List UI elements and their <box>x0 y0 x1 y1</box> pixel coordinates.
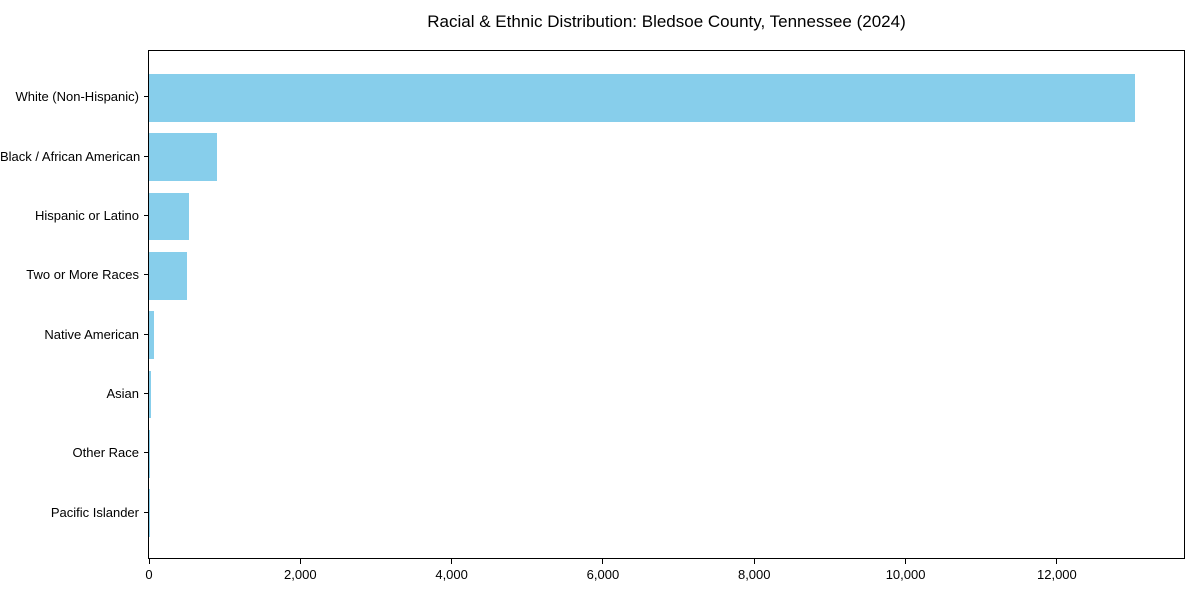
x-tick-mark <box>148 559 150 564</box>
y-tick-mark <box>144 215 148 216</box>
x-tick-label: 10,000 <box>885 567 926 582</box>
category-label: Other Race <box>72 445 139 461</box>
plot-area <box>148 50 1185 559</box>
chart-title: Racial & Ethnic Distribution: Bledsoe Co… <box>427 12 906 31</box>
y-tick-mark <box>144 96 148 98</box>
bar <box>149 252 188 300</box>
x-tick-mark <box>1056 559 1058 564</box>
x-tick-label: 6,000 <box>586 567 620 582</box>
category-label: Hispanic or Latino <box>34 208 139 223</box>
bar <box>149 192 189 241</box>
category-label: Asian <box>106 385 139 401</box>
bar <box>149 370 151 419</box>
bar <box>149 74 1135 122</box>
category-label: Black / African American <box>0 148 141 164</box>
x-tick-mark <box>299 559 301 564</box>
x-tick-mark <box>753 559 755 564</box>
x-tick-mark <box>905 559 907 564</box>
y-tick-mark <box>144 155 148 157</box>
category-label: Two or More Races <box>26 267 139 283</box>
y-tick-mark <box>144 392 148 394</box>
y-tick-mark <box>144 333 148 335</box>
x-tick-mark <box>602 559 604 564</box>
bar <box>149 133 218 181</box>
x-tick-label: 0 <box>145 567 153 582</box>
x-tick-label: 2,000 <box>284 567 317 582</box>
y-tick-mark <box>144 452 148 454</box>
bar <box>149 311 155 359</box>
x-tick-mark <box>451 559 453 564</box>
x-tick-label: 4,000 <box>435 567 468 582</box>
x-tick-label: 12,000 <box>1037 567 1077 582</box>
y-tick-mark <box>144 274 148 276</box>
y-tick-mark <box>144 511 148 513</box>
category-label: Native American <box>44 326 139 342</box>
category-label: White (Non-Hispanic) <box>15 89 139 105</box>
category-label: Pacific Islander <box>50 504 139 520</box>
x-tick-label: 8,000 <box>737 567 771 582</box>
